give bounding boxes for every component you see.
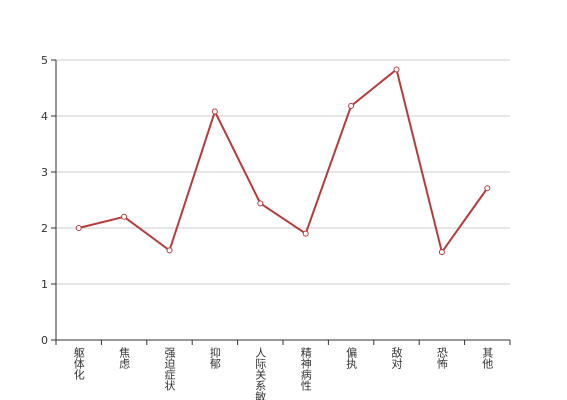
point	[166, 247, 173, 254]
x-tick-label: 敌对	[390, 346, 403, 369]
y-tick-label: 0	[41, 334, 48, 347]
x-tick-label: 恐怖	[435, 347, 448, 369]
x-tick-label: 抑郁	[208, 346, 221, 369]
x-tick-label: 精神病性	[299, 347, 312, 392]
x-tick-label: 人际关系敏感	[254, 347, 267, 400]
y-tick-label: 5	[41, 54, 48, 67]
x-tick-label: 躯体化	[72, 347, 85, 381]
point	[302, 230, 309, 237]
x-tick-label: 焦虑	[118, 347, 131, 369]
point	[348, 102, 355, 109]
point	[121, 213, 128, 220]
point	[484, 185, 491, 192]
point	[393, 66, 400, 73]
point	[211, 108, 218, 115]
y-tick-label: 3	[41, 166, 48, 179]
line	[78, 67, 489, 255]
y-tick-label: 4	[41, 110, 48, 123]
x-tick-label: 其他	[481, 347, 494, 369]
x-tick-label: 偏执	[345, 346, 358, 370]
x-tick-label: 强迫症状	[163, 347, 176, 391]
point	[438, 249, 445, 256]
y-tick-label: 2	[41, 222, 48, 235]
y-tick-label: 1	[41, 278, 48, 291]
point	[257, 200, 264, 207]
point	[75, 225, 82, 231]
